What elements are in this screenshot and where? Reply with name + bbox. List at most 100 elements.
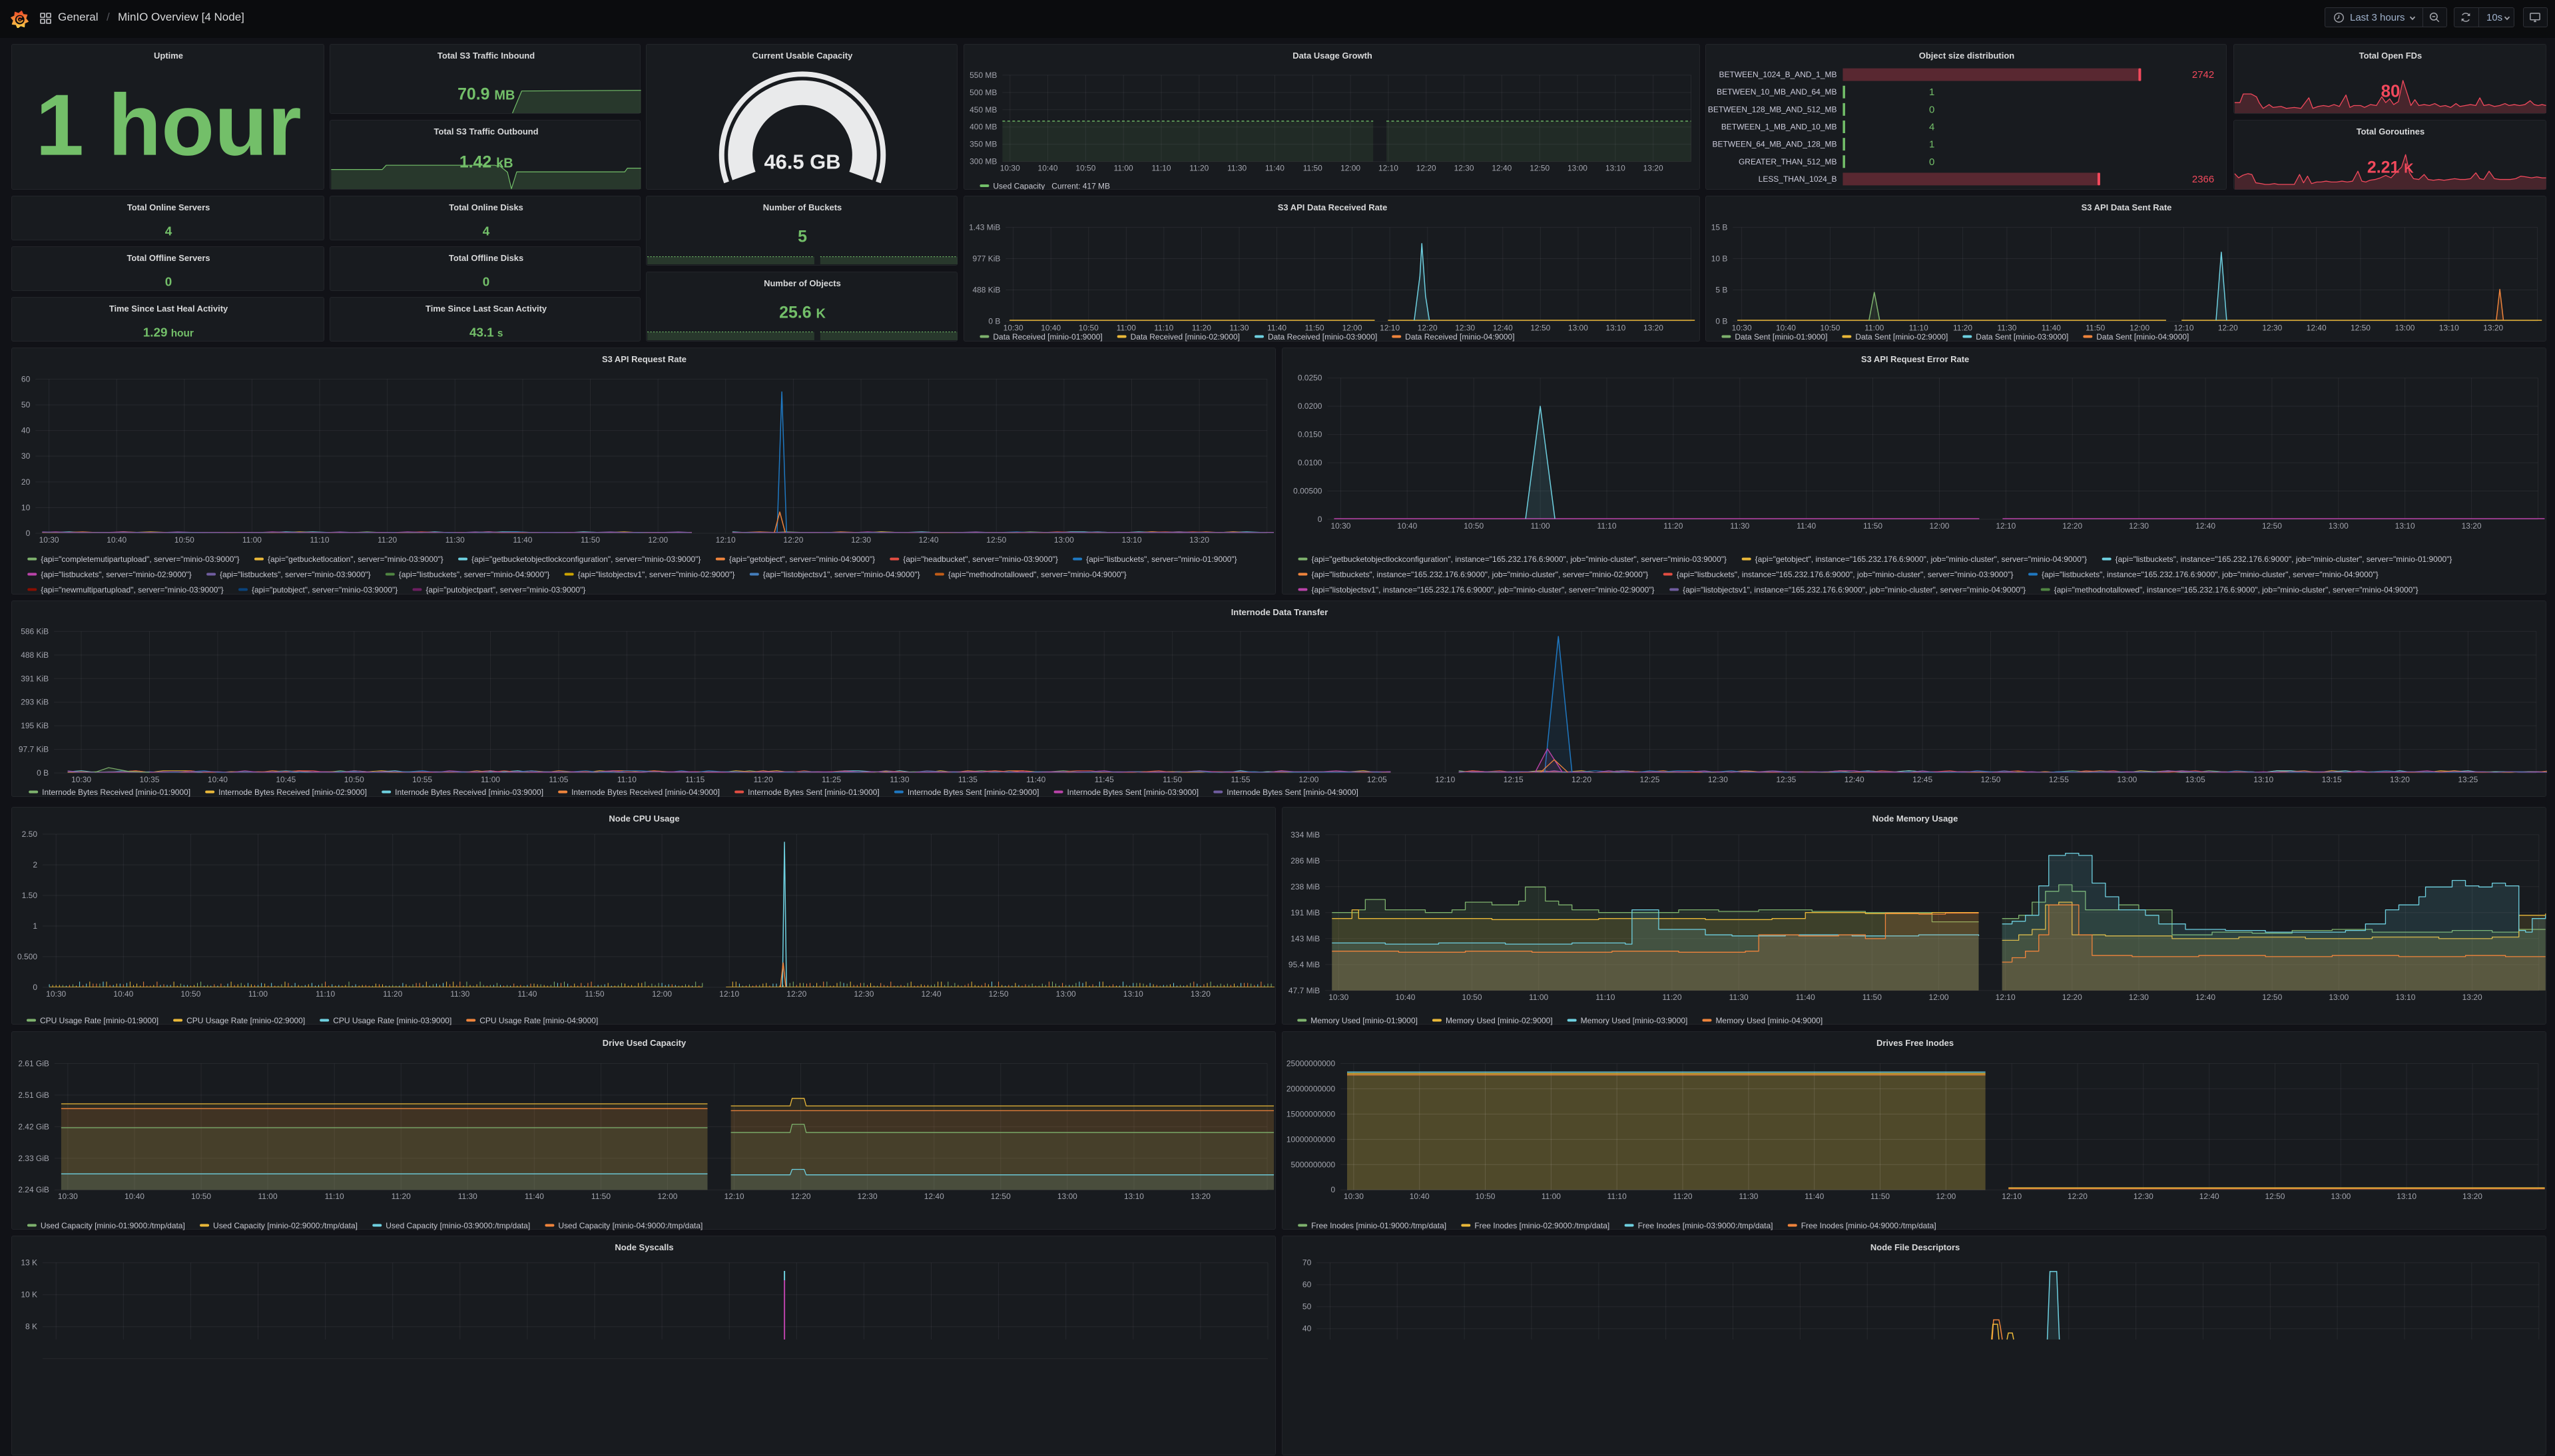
svg-text:Free Inodes [minio-01:9000:/tm: Free Inodes [minio-01:9000:/tmp/data]: [1311, 1221, 1446, 1230]
svg-text:{api="getbucketobjectlockconfi: {api="getbucketobjectlockconfiguration",…: [1311, 555, 1727, 564]
svg-text:12:30: 12:30: [2128, 993, 2148, 1002]
svg-text:Memory Used [minio-04:9000]: Memory Used [minio-04:9000]: [1715, 1016, 1823, 1025]
svg-text:LESS_THAN_1024_B: LESS_THAN_1024_B: [1759, 174, 1837, 184]
svg-text:{api="putobject", server="mini: {api="putobject", server="minio-03:9000"…: [252, 585, 398, 595]
svg-text:238 MiB: 238 MiB: [1290, 882, 1320, 891]
svg-text:70.9 MB: 70.9 MB: [457, 85, 515, 104]
svg-text:Free Inodes [minio-04:9000:/tm: Free Inodes [minio-04:9000:/tmp/data]: [1801, 1221, 1936, 1230]
svg-text:11:20: 11:20: [383, 989, 402, 999]
svg-text:{api="listobjectsv1", server=": {api="listobjectsv1", server="minio-02:9…: [578, 570, 735, 579]
svg-text:13:00: 13:00: [2331, 1192, 2351, 1201]
svg-text:0.0100: 0.0100: [1297, 458, 1322, 467]
svg-text:11:00: 11:00: [1529, 993, 1548, 1002]
svg-text:0 B: 0 B: [37, 768, 49, 778]
svg-text:0: 0: [482, 275, 489, 289]
svg-text:586 KiB: 586 KiB: [21, 626, 49, 636]
svg-text:11:40: 11:40: [1265, 164, 1284, 173]
svg-text:80: 80: [2381, 83, 2400, 101]
svg-text:46.5 GB: 46.5 GB: [764, 150, 840, 174]
svg-text:11:45: 11:45: [1095, 775, 1114, 784]
svg-text:12:20: 12:20: [783, 535, 803, 545]
svg-text:40: 40: [21, 426, 31, 435]
svg-text:15000000000: 15000000000: [1286, 1109, 1335, 1118]
svg-text:11:10: 11:10: [1595, 993, 1615, 1002]
svg-text:Used Capacity [minio-04:9000:/: Used Capacity [minio-04:9000:/tmp/data]: [558, 1221, 703, 1230]
svg-text:BETWEEN_128_MB_AND_512_MB: BETWEEN_128_MB_AND_512_MB: [1708, 105, 1837, 114]
svg-text:11:30: 11:30: [450, 989, 469, 999]
svg-text:CPU Usage Rate [minio-03:9000]: CPU Usage Rate [minio-03:9000]: [333, 1016, 451, 1025]
svg-text:11:50: 11:50: [1862, 993, 1881, 1002]
svg-text:12:40: 12:40: [2199, 1192, 2219, 1201]
svg-text:11:10: 11:10: [310, 535, 330, 545]
svg-text:60: 60: [21, 374, 31, 383]
svg-text:{api="getobject", server="mini: {api="getobject", server="minio-04:9000"…: [729, 555, 875, 564]
svg-text:5000000000: 5000000000: [1290, 1160, 1335, 1169]
svg-text:10:30: 10:30: [1732, 324, 1752, 333]
svg-text:11:30: 11:30: [1729, 993, 1748, 1002]
svg-text:Total Online Servers: Total Online Servers: [127, 202, 210, 212]
svg-text:11:30: 11:30: [1227, 164, 1247, 173]
svg-text:11:50: 11:50: [1303, 164, 1322, 173]
svg-text:12:40: 12:40: [2195, 993, 2215, 1002]
svg-text:15 B: 15 B: [1711, 222, 1728, 232]
svg-text:Internode Bytes Sent [minio-03: Internode Bytes Sent [minio-03:9000]: [1067, 788, 1199, 797]
svg-text:11:05: 11:05: [549, 775, 568, 784]
svg-text:12:20: 12:20: [2062, 521, 2082, 531]
svg-text:0: 0: [1317, 515, 1322, 524]
svg-text:Internode Bytes Sent [minio-04: Internode Bytes Sent [minio-04:9000]: [1227, 788, 1358, 797]
svg-text:30: 30: [21, 451, 31, 461]
svg-text:286 MiB: 286 MiB: [1290, 856, 1320, 865]
svg-text:Internode Bytes Received [mini: Internode Bytes Received [minio-03:9000]: [395, 788, 543, 797]
svg-text:12:00: 12:00: [1298, 775, 1318, 784]
svg-text:11:10: 11:10: [325, 1192, 344, 1201]
svg-text:13:20: 13:20: [2461, 521, 2481, 531]
svg-text:977 KiB: 977 KiB: [972, 254, 1000, 263]
svg-text:488 KiB: 488 KiB: [972, 285, 1000, 294]
svg-text:Node Memory Usage: Node Memory Usage: [1872, 814, 1958, 824]
svg-text:10:40: 10:40: [107, 535, 127, 545]
svg-text:Node CPU Usage: Node CPU Usage: [609, 814, 679, 824]
svg-text:12:10: 12:10: [1995, 993, 2015, 1002]
svg-text:10:40: 10:40: [1038, 164, 1058, 173]
svg-text:5: 5: [798, 228, 807, 246]
svg-text:12:30: 12:30: [2133, 1192, 2153, 1201]
svg-text:13:20: 13:20: [2462, 993, 2482, 1002]
svg-text:12:30: 12:30: [2129, 521, 2149, 531]
svg-text:11:00: 11:00: [258, 1192, 278, 1201]
svg-text:Used Capacity [minio-01:9000:/: Used Capacity [minio-01:9000:/tmp/data]: [41, 1221, 185, 1230]
svg-text:10:50: 10:50: [1820, 324, 1840, 333]
svg-text:12:40: 12:40: [2195, 521, 2215, 531]
svg-text:12:00: 12:00: [2129, 324, 2149, 333]
svg-text:13:20: 13:20: [1643, 324, 1663, 333]
svg-text:12:10: 12:10: [2002, 1192, 2022, 1201]
svg-text:12:40: 12:40: [1845, 775, 1864, 784]
svg-text:12:50: 12:50: [2261, 521, 2281, 531]
svg-text:11:55: 11:55: [1231, 775, 1250, 784]
svg-text:12:50: 12:50: [1530, 164, 1550, 173]
svg-text:Internode Bytes Received [mini: Internode Bytes Received [minio-04:9000]: [571, 788, 720, 797]
svg-text:Total S3 Traffic Outbound: Total S3 Traffic Outbound: [433, 126, 538, 136]
svg-text:10:50: 10:50: [174, 535, 194, 545]
svg-text:CPU Usage Rate [minio-02:9000]: CPU Usage Rate [minio-02:9000]: [186, 1016, 305, 1025]
svg-text:0.0200: 0.0200: [1297, 401, 1322, 411]
svg-text:10:50: 10:50: [1075, 164, 1095, 173]
svg-text:11:40: 11:40: [525, 1192, 544, 1201]
svg-text:11:30: 11:30: [1730, 521, 1749, 531]
svg-text:S3 API Request Error Rate: S3 API Request Error Rate: [1860, 354, 1968, 364]
svg-text:11:40: 11:40: [513, 535, 532, 545]
svg-text:60: 60: [1302, 1280, 1311, 1290]
svg-text:2.24 GiB: 2.24 GiB: [18, 1185, 49, 1194]
svg-text:Total Goroutines: Total Goroutines: [2356, 126, 2424, 136]
svg-text:13:00: 13:00: [1054, 535, 1074, 545]
svg-text:{api="methodnotallowed", serve: {api="methodnotallowed", server="minio-0…: [948, 570, 1127, 579]
svg-text:11:20: 11:20: [1673, 1192, 1692, 1201]
svg-text:12:20: 12:20: [1416, 164, 1436, 173]
svg-text:11:40: 11:40: [2042, 324, 2061, 333]
svg-text:12:30: 12:30: [1708, 775, 1728, 784]
svg-text:Drive Used Capacity: Drive Used Capacity: [603, 1037, 687, 1047]
svg-text:{api="newmultipartupload", ser: {api="newmultipartupload", server="minio…: [41, 585, 224, 595]
svg-text:12:45: 12:45: [1912, 775, 1932, 784]
svg-text:10 K: 10 K: [21, 1290, 37, 1300]
svg-text:11:30: 11:30: [445, 535, 465, 545]
svg-text:{api="listbuckets", server="mi: {api="listbuckets", server="minio-03:900…: [220, 570, 371, 579]
